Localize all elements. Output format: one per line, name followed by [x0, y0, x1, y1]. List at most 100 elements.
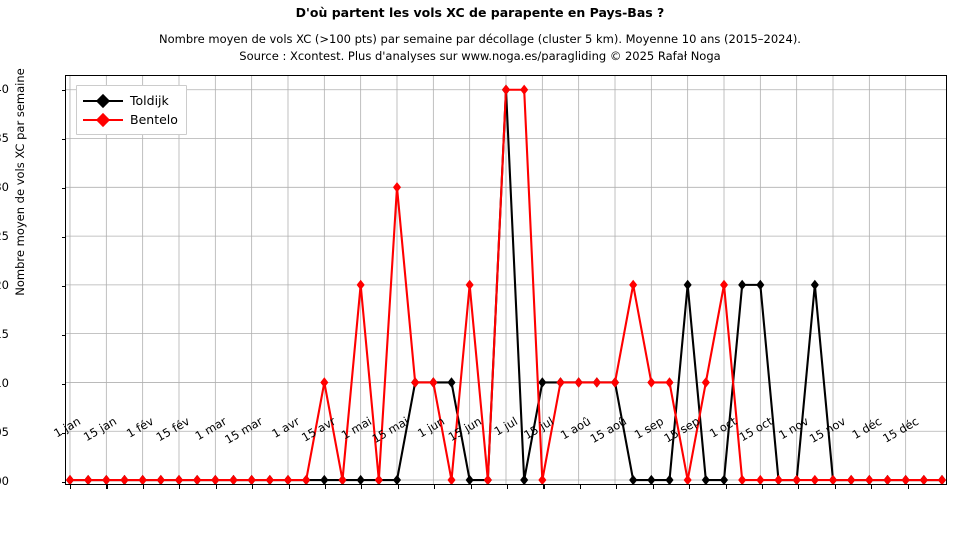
data-point-marker	[810, 279, 819, 291]
y-tick-mark	[61, 334, 66, 337]
data-point-marker	[919, 474, 928, 484]
x-tick-mark	[507, 484, 509, 489]
data-point-marker	[647, 474, 656, 484]
data-point-marker	[102, 474, 111, 484]
data-point-marker	[847, 474, 856, 484]
data-point-marker	[156, 474, 165, 484]
y-tick-label: 0.35	[0, 130, 9, 145]
data-point-marker	[756, 474, 765, 484]
x-tick-mark	[579, 484, 581, 489]
data-point-marker	[792, 474, 801, 484]
data-point-marker	[465, 279, 474, 291]
data-point-marker	[738, 474, 747, 484]
y-tick-mark	[61, 383, 66, 386]
x-tick-mark	[434, 484, 436, 489]
data-point-marker	[320, 377, 329, 388]
data-series-layer	[66, 84, 946, 484]
y-tick-mark	[61, 187, 66, 189]
x-tick-mark	[70, 484, 72, 489]
data-point-marker	[701, 474, 710, 484]
data-point-marker	[283, 474, 293, 484]
data-point-marker	[810, 474, 819, 484]
y-tick-mark	[61, 138, 66, 140]
x-tick-mark	[288, 484, 290, 489]
legend-item-toldijk[interactable]: Toldijk	[83, 91, 178, 110]
data-point-marker	[483, 474, 492, 484]
data-point-marker	[447, 474, 456, 484]
data-point-marker	[647, 377, 656, 388]
data-point-marker	[683, 474, 692, 484]
data-point-marker	[84, 474, 93, 484]
x-tick-mark	[179, 484, 181, 489]
x-tick-mark	[652, 484, 654, 489]
legend-label-toldijk: Toldijk	[130, 93, 169, 108]
data-point-marker	[865, 474, 874, 484]
data-point-marker	[937, 474, 946, 484]
data-point-marker	[374, 474, 383, 484]
x-tick-mark	[798, 484, 800, 489]
data-point-marker	[465, 474, 474, 484]
x-tick-mark	[397, 484, 399, 489]
data-point-marker	[883, 474, 892, 484]
data-point-marker	[538, 474, 547, 484]
legend-swatch-toldijk	[83, 93, 123, 108]
chart-subtitle-line1: Nombre moyen de vols XC (>100 pts) par s…	[159, 32, 801, 46]
data-point-marker	[193, 474, 202, 484]
data-point-marker	[719, 474, 729, 484]
data-point-marker	[629, 279, 638, 291]
data-point-marker	[247, 474, 256, 484]
x-tick-mark	[252, 484, 254, 489]
x-tick-mark	[616, 484, 618, 489]
data-point-marker	[629, 474, 638, 484]
data-point-marker	[665, 474, 674, 484]
y-tick-label: 0.40	[0, 81, 9, 96]
data-point-marker	[138, 474, 147, 484]
data-point-marker	[174, 474, 184, 484]
data-point-marker	[211, 474, 220, 484]
data-point-marker	[120, 474, 129, 484]
y-tick-mark	[61, 236, 66, 238]
y-tick-label: 0.30	[0, 179, 9, 194]
legend-swatch-bentelo	[83, 112, 123, 127]
data-point-marker	[901, 474, 910, 484]
x-tick-mark	[761, 484, 763, 489]
x-tick-mark	[142, 484, 144, 489]
data-point-marker	[429, 377, 438, 388]
plot-area: Toldijk Bentelo	[61, 75, 947, 489]
x-tick-mark	[871, 484, 873, 489]
chart-subtitle-line2: Source : Xcontest. Plus d'analyses sur w…	[239, 49, 721, 63]
y-tick-mark	[61, 482, 66, 484]
data-point-marker	[338, 474, 347, 484]
legend-item-bentelo[interactable]: Bentelo	[83, 110, 178, 129]
data-point-marker	[701, 377, 710, 388]
x-tick-mark	[361, 484, 363, 489]
chart-title: D'où partent les vols XC de parapente en…	[295, 5, 665, 20]
x-tick-mark	[470, 484, 472, 489]
y-tick-label: 0.00	[0, 474, 9, 488]
x-tick-mark	[907, 484, 909, 489]
data-point-marker	[756, 279, 765, 291]
chart-subtitle: Nombre moyen de vols XC (>100 pts) par s…	[0, 31, 960, 65]
chart-legend[interactable]: Toldijk Bentelo	[76, 85, 187, 135]
data-point-marker	[520, 474, 529, 484]
data-point-marker	[738, 279, 747, 291]
data-point-marker	[592, 377, 601, 388]
y-tick-mark	[61, 89, 66, 91]
y-tick-label: 0.25	[0, 228, 9, 243]
x-tick-mark	[215, 484, 217, 489]
data-point-marker	[411, 377, 420, 388]
y-tick-label: 0.15	[0, 326, 9, 341]
y-tick-label: 0.10	[0, 375, 9, 390]
data-point-marker	[66, 474, 75, 484]
y-tick-mark	[61, 285, 66, 287]
y-tick-label: 0.05	[0, 424, 9, 439]
y-tick-mark	[61, 432, 66, 435]
x-tick-mark	[106, 484, 108, 489]
data-point-marker	[447, 377, 456, 388]
x-tick-mark	[689, 484, 691, 489]
data-point-marker	[356, 474, 365, 484]
data-point-marker	[265, 474, 274, 484]
data-point-marker	[501, 84, 511, 95]
data-point-marker	[392, 182, 402, 193]
